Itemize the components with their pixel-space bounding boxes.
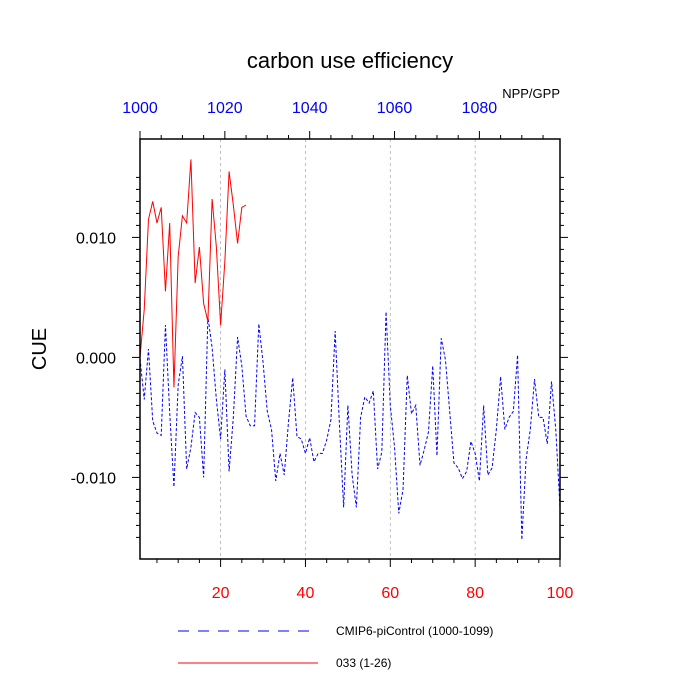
tick-label-top-1000: 1000 <box>122 100 158 117</box>
legend-label-cmip6: CMIP6-piControl (1000-1099) <box>336 624 493 638</box>
y-axis-label: CUE <box>29 328 51 370</box>
tick-label-top-1020: 1020 <box>207 100 243 117</box>
tick-labels: 20 40 60 80 100 1000 1020 1040 1060 1080 -0.010 0.0… <box>71 100 574 602</box>
tick-label-y-1: 0.000 <box>76 350 116 367</box>
tick-label-top-1040: 1040 <box>292 100 328 117</box>
series-line-1 <box>139 159 247 388</box>
tick-label-bottom-60: 60 <box>381 585 399 602</box>
chart-subtitle: NPP/GPP <box>502 86 560 101</box>
tick-label-bottom-100: 100 <box>547 585 574 602</box>
plot-frame <box>139 138 561 560</box>
series-line-0 <box>139 311 561 540</box>
tick-label-bottom-40: 40 <box>297 585 315 602</box>
tick-label-y-2: 0.010 <box>76 230 116 247</box>
tick-marks <box>132 131 568 567</box>
series-group <box>139 159 561 540</box>
tick-label-bottom-80: 80 <box>466 585 484 602</box>
tick-label-top-1060: 1060 <box>377 100 413 117</box>
tick-label-y-0: -0.010 <box>71 470 116 487</box>
chart-title: carbon use efficiency <box>247 48 453 73</box>
tick-label-bottom-20: 20 <box>212 585 230 602</box>
legend: CMIP6-piControl (1000-1099) 033 (1-26) <box>178 624 493 670</box>
grid-lines <box>220 139 476 559</box>
legend-label-033: 033 (1-26) <box>336 656 391 670</box>
tick-label-top-1080: 1080 <box>462 100 498 117</box>
